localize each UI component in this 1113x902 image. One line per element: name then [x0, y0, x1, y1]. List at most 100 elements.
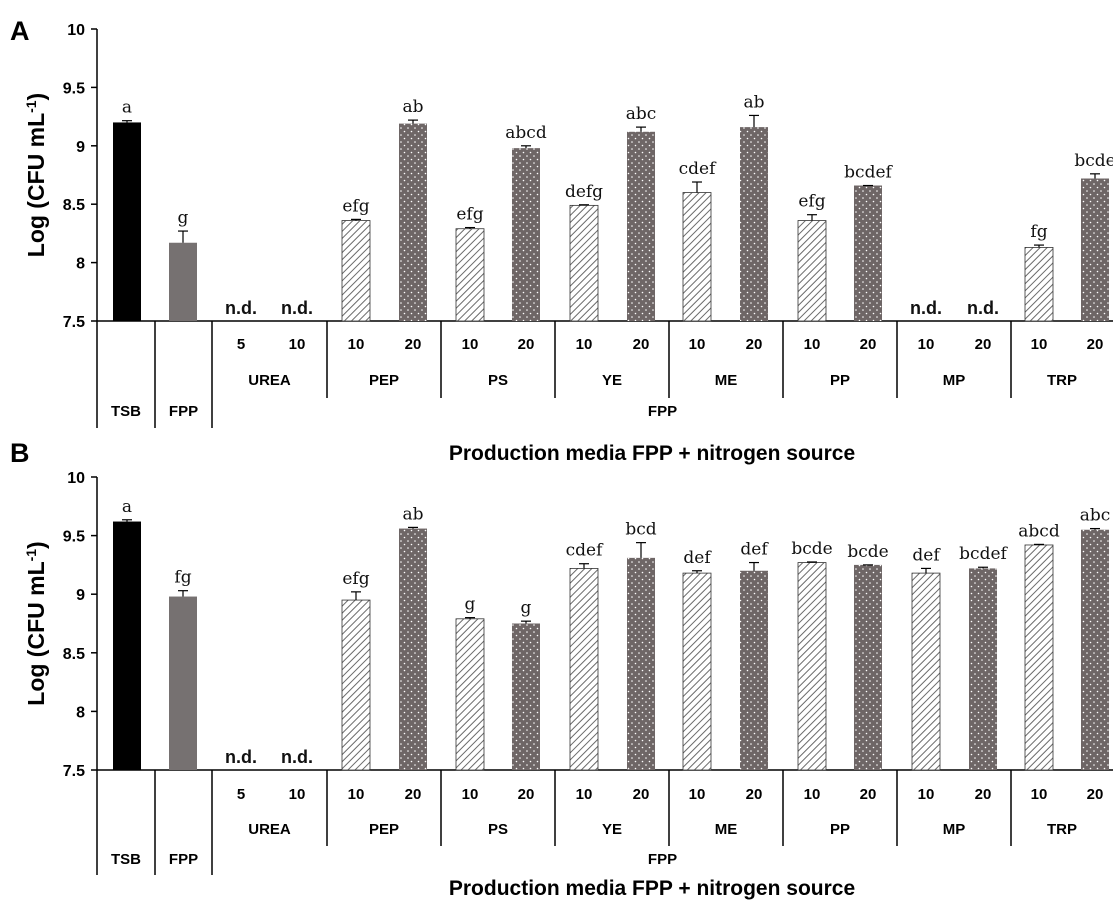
bar: [740, 570, 768, 770]
panel-a-chart: A 7.5 8 8.5 9 9.5 10 Log (CFU mL-1) a g n.d. n.d. ef…: [10, 16, 1113, 465]
significance-label: efg: [456, 205, 483, 225]
significance-label: ab: [743, 92, 764, 112]
bar: [627, 557, 655, 770]
significance-label: g: [465, 595, 476, 615]
panel-letter: A: [10, 16, 30, 46]
significance-label: abc: [626, 104, 657, 124]
bar: [1024, 544, 1054, 771]
bar: [569, 204, 599, 322]
dose-label: 10: [1031, 336, 1048, 353]
dose-label: 20: [518, 336, 535, 353]
bar: [455, 618, 485, 771]
panel-letter: B: [10, 438, 30, 468]
y-tick-label: 8: [76, 704, 85, 721]
fpp-group-header: FPP: [648, 403, 677, 420]
dose-label: 10: [804, 336, 821, 353]
y-tick-label: 10: [67, 22, 85, 39]
dose-label: 5: [237, 336, 245, 353]
dose-label: 10: [348, 786, 365, 803]
dose-label: 20: [746, 786, 763, 803]
y-tick-label: 7.5: [63, 763, 85, 780]
nd-label: n.d.: [225, 298, 257, 318]
group-label: FPP: [169, 403, 198, 420]
dose-label: 20: [975, 786, 992, 803]
dose-label: 20: [860, 336, 877, 353]
group-label: TRP: [1047, 372, 1077, 389]
y-tick-label: 9.5: [63, 529, 85, 546]
bar: [399, 528, 427, 770]
dose-label: 20: [1087, 786, 1104, 803]
y-tick-label: 9: [76, 587, 85, 604]
significance-label: g: [521, 598, 532, 618]
significance-label: bcde: [847, 542, 888, 562]
x-axis-title: Production media FPP + nitrogen source: [449, 442, 855, 465]
group-label: PP: [830, 372, 850, 389]
nd-label: n.d.: [225, 747, 257, 767]
dose-label: 20: [633, 786, 650, 803]
significance-label: bcdef: [959, 544, 1008, 564]
bar: [682, 572, 712, 771]
group-label: PP: [830, 821, 850, 838]
dose-label: 10: [1031, 786, 1048, 803]
group-label: MP: [943, 372, 966, 389]
dose-label: 20: [633, 336, 650, 353]
group-label: TRP: [1047, 821, 1077, 838]
bar: [1081, 529, 1109, 770]
x-axis-title: Production media FPP + nitrogen source: [449, 877, 855, 900]
group-label: ME: [715, 821, 738, 838]
group-label: PS: [488, 372, 508, 389]
bar: [1024, 247, 1054, 322]
bar: [797, 220, 827, 322]
y-tick-label: 7.5: [63, 314, 85, 331]
significance-label: defg: [565, 182, 603, 202]
bar: [399, 123, 427, 321]
dose-label: 20: [746, 336, 763, 353]
y-axis-label: Log (CFU mL-1): [23, 93, 49, 257]
dose-label: 10: [576, 786, 593, 803]
significance-label: g: [178, 208, 189, 228]
dose-label: 10: [348, 336, 365, 353]
group-label: TSB: [111, 851, 141, 868]
dose-label: 10: [289, 786, 306, 803]
dose-label: 10: [462, 336, 479, 353]
bar: [169, 242, 197, 321]
dose-label: 10: [576, 336, 593, 353]
nd-label: n.d.: [281, 298, 313, 318]
group-label: PEP: [369, 821, 399, 838]
significance-label: a: [122, 497, 132, 517]
significance-label: abc: [1080, 506, 1111, 526]
y-tick-label: 8.5: [63, 646, 85, 663]
bar: [854, 564, 882, 770]
dose-label: 20: [975, 336, 992, 353]
dose-label: 10: [918, 336, 935, 353]
significance-label: efg: [342, 196, 369, 216]
dose-label: 10: [462, 786, 479, 803]
group-label: YE: [602, 372, 622, 389]
bar: [911, 572, 941, 771]
significance-label: bcde: [1074, 151, 1113, 171]
bar: [341, 599, 371, 771]
significance-label: abcd: [1018, 521, 1060, 541]
bar: [113, 122, 141, 321]
significance-label: fg: [1030, 222, 1047, 242]
fpp-group-header: FPP: [648, 851, 677, 868]
dose-label: 20: [1087, 336, 1104, 353]
bar: [512, 623, 540, 770]
dose-label: 20: [860, 786, 877, 803]
dose-label: 20: [518, 786, 535, 803]
nd-label: n.d.: [967, 298, 999, 318]
dose-label: 20: [405, 786, 422, 803]
significance-label: def: [683, 548, 712, 568]
significance-label: cdef: [566, 541, 604, 561]
y-axis-label: Log (CFU mL-1): [23, 541, 49, 705]
y-tick-label: 9.5: [63, 80, 85, 97]
group-label: YE: [602, 821, 622, 838]
bar: [969, 568, 997, 770]
group-label: FPP: [169, 851, 198, 868]
dose-label: 10: [689, 336, 706, 353]
significance-label: def: [912, 545, 941, 565]
dose-label: 10: [689, 786, 706, 803]
significance-label: def: [740, 540, 769, 560]
significance-label: efg: [342, 569, 369, 589]
group-label: PEP: [369, 372, 399, 389]
